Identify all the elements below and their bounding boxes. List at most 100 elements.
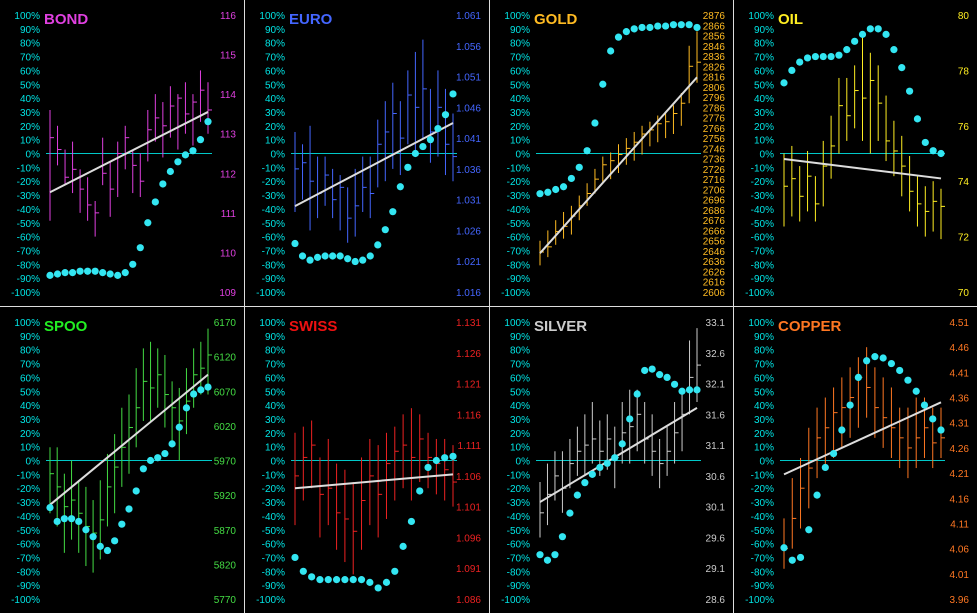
baby-blue-dot (646, 23, 654, 32)
left-tick-label: 100% (504, 318, 530, 329)
left-tick-label: 0% (516, 150, 531, 161)
left-tick-label: -40% (17, 512, 40, 523)
right-tick-label: 5920 (214, 491, 237, 502)
baby-blue-dot (536, 551, 544, 559)
right-tick-label: 31.1 (706, 441, 726, 452)
baby-blue-dot (890, 46, 898, 54)
baby-blue-dot (53, 270, 62, 278)
left-tick-label: -10% (17, 163, 40, 174)
baby-blue-dot (552, 185, 560, 194)
panel-spoo: 100% 90% 80% 70% 60% 50% 40% 30% 20% 10% 0% -10% -20… (11, 318, 236, 606)
left-tick-label: 80% (20, 39, 40, 50)
left-tick-label: 50% (20, 80, 40, 91)
left-tick-label: -40% (262, 512, 285, 523)
left-tick-label: -70% (751, 246, 774, 257)
baby-blue-dot (536, 190, 544, 198)
right-tick-label: 1.101 (456, 503, 481, 514)
right-tick-label: 115 (220, 51, 236, 62)
left-tick-label: -100% (11, 288, 40, 299)
right-tick-label: 2676 (703, 216, 726, 227)
left-tick-label: -50% (262, 219, 285, 230)
left-tick-label: -90% (751, 581, 774, 592)
right-tick-label: 6170 (214, 318, 237, 329)
baby-blue-dot (53, 517, 61, 526)
baby-blue-dot (543, 556, 552, 564)
baby-blue-dot (204, 383, 212, 391)
right-tick-label: 6120 (214, 353, 237, 364)
left-tick-label: -10% (751, 163, 774, 174)
baby-blue-dot (871, 353, 879, 361)
baby-blue-dot (906, 87, 914, 95)
baby-blue-dot (685, 21, 693, 29)
baby-blue-dot (591, 119, 599, 127)
trend-line (783, 401, 942, 476)
baby-blue-dot (75, 517, 83, 526)
baby-blue-dot (803, 54, 812, 62)
right-tick-label: 112 (220, 169, 236, 180)
baby-blue-dot (114, 271, 122, 279)
left-tick-label: 90% (510, 25, 530, 36)
left-tick-label: 60% (20, 66, 40, 77)
right-tick-label: 1.116 (457, 410, 482, 421)
left-tick-label: 40% (265, 401, 285, 412)
baby-blue-dot (411, 149, 419, 158)
baby-blue-dot (99, 269, 107, 277)
baby-blue-dot (567, 174, 576, 183)
left-tick-label: -90% (17, 581, 40, 592)
left-tick-label: 30% (754, 108, 774, 119)
left-tick-label: 80% (510, 346, 530, 357)
right-tick-label: 1.031 (456, 196, 481, 207)
left-tick-label: 70% (265, 53, 285, 64)
left-tick-label: -10% (262, 470, 285, 481)
baby-blue-dot (324, 576, 332, 584)
right-tick-label: 4.01 (950, 570, 970, 581)
right-tick-label: 5770 (214, 595, 237, 606)
baby-blue-dot (374, 241, 382, 249)
right-tick-label: 31.6 (706, 410, 726, 421)
baby-blue-dot (929, 147, 937, 155)
left-tick-label: -70% (262, 553, 285, 564)
left-tick-label: -60% (262, 233, 285, 244)
baby-blue-dot (159, 180, 167, 188)
right-tick-label: 2636 (703, 257, 726, 268)
left-tick-label: -20% (751, 177, 774, 188)
baby-blue-dot (181, 151, 190, 159)
right-tick-label: 33.1 (706, 318, 726, 329)
baby-blue-dot (813, 491, 821, 499)
left-tick-label: -80% (507, 567, 530, 578)
right-tick-label: 110 (220, 248, 236, 259)
baby-blue-dot (670, 380, 679, 388)
left-tick-label: 10% (265, 136, 285, 147)
baby-blue-dot (630, 25, 638, 33)
right-tick-label: 1.016 (456, 288, 481, 299)
left-tick-label: -60% (507, 233, 530, 244)
left-tick-label: 50% (754, 387, 774, 398)
panel-bond: 100% 90% 80% 70% 60% 50% 40% 30% 20% 10% 0% -10% -20… (11, 11, 236, 299)
baby-blue-dot (121, 269, 129, 277)
right-tick-label: 30.6 (706, 472, 726, 483)
baby-blue-dot (827, 52, 835, 61)
right-tick-label: 4.06 (950, 545, 970, 556)
baby-blue-dot (805, 526, 813, 534)
left-tick-label: -30% (507, 498, 530, 509)
right-tick-label: 2706 (703, 185, 726, 196)
baby-blue-dot (139, 465, 147, 473)
left-tick-label: 20% (20, 122, 40, 133)
right-tick-label: 2806 (703, 83, 726, 94)
left-tick-label: -60% (262, 540, 285, 551)
left-tick-label: -60% (17, 540, 40, 551)
right-tick-label: 114 (220, 90, 236, 101)
trend-line (294, 473, 454, 490)
baby-blue-dot (575, 163, 583, 171)
right-tick-label: 116 (220, 11, 236, 22)
left-tick-label: -80% (17, 260, 40, 271)
left-tick-label: 20% (265, 122, 285, 133)
left-tick-label: -20% (262, 484, 285, 495)
baby-blue-dot (441, 111, 450, 119)
left-tick-label: -10% (751, 470, 774, 481)
baby-blue-dot (316, 576, 324, 584)
left-tick-label: -100% (256, 288, 285, 299)
panel-title: SWISS (289, 318, 337, 335)
left-tick-label: -100% (501, 595, 530, 606)
left-tick-label: 100% (748, 318, 774, 329)
